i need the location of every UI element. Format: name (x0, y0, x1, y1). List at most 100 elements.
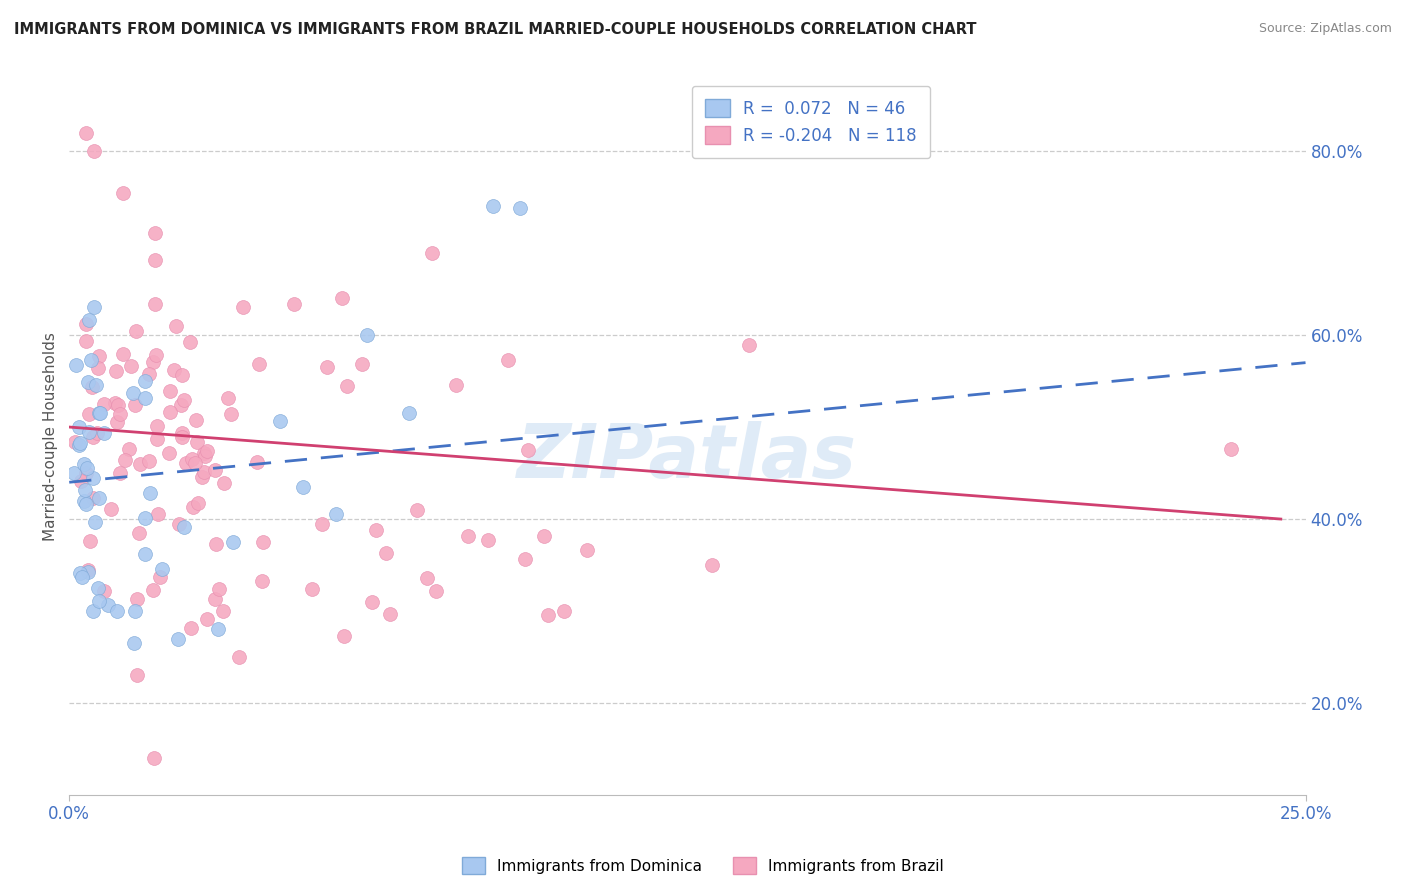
Point (89, 491, 111, 505)
Point (174, 456, 197, 470)
Point (87, 361, 110, 376)
Point (83, 301, 105, 315)
Point (444, 378, 467, 392)
Point (232, 300, 254, 314)
Point (332, 291, 354, 305)
Point (124, 324, 146, 338)
Point (143, 226, 166, 240)
Point (105, 415, 128, 429)
Point (576, 542, 599, 557)
Point (111, 186, 134, 200)
Point (75, 497, 97, 511)
Point (89, 406, 111, 420)
Point (76, 460, 98, 475)
Point (134, 374, 156, 388)
Legend: Immigrants from Dominica, Immigrants from Brazil: Immigrants from Dominica, Immigrants fro… (456, 851, 950, 880)
Point (336, 379, 359, 393)
Point (1220, 442, 1243, 456)
Point (93, 396, 115, 410)
Point (269, 414, 291, 428)
Point (122, 636, 145, 650)
Point (361, 595, 384, 609)
Point (143, 253, 166, 268)
Text: Source: ZipAtlas.com: Source: ZipAtlas.com (1258, 22, 1392, 36)
Point (146, 507, 169, 521)
Point (67, 438, 90, 452)
Point (128, 458, 150, 472)
Point (63, 466, 86, 480)
Point (79, 533, 101, 548)
Point (509, 201, 531, 215)
Point (316, 360, 339, 375)
Point (180, 621, 202, 635)
Point (83, 144, 105, 158)
Point (82, 471, 104, 485)
Point (195, 612, 218, 626)
Point (246, 455, 269, 469)
Point (193, 446, 215, 460)
Point (134, 511, 156, 525)
Point (125, 591, 148, 606)
Point (205, 537, 228, 551)
Point (108, 467, 131, 481)
Point (157, 446, 180, 460)
Point (170, 368, 193, 383)
Point (517, 442, 540, 457)
Point (416, 571, 439, 585)
Point (193, 466, 215, 480)
Point (533, 529, 555, 543)
Point (146, 432, 169, 446)
Point (105, 364, 128, 378)
Point (124, 604, 146, 618)
Point (124, 398, 146, 412)
Point (89, 594, 111, 608)
Point (138, 367, 160, 381)
Point (149, 570, 172, 584)
Point (134, 392, 156, 406)
Point (69, 436, 91, 450)
Point (111, 347, 134, 361)
Point (75, 126, 97, 140)
Point (82, 430, 104, 444)
Point (311, 517, 333, 532)
Point (138, 453, 160, 467)
Point (247, 357, 270, 371)
Point (80, 353, 103, 368)
Point (190, 470, 212, 484)
Point (195, 444, 218, 458)
Point (513, 551, 536, 566)
Point (398, 405, 420, 419)
Point (82, 604, 104, 618)
Point (118, 442, 141, 456)
Point (97, 599, 120, 613)
Point (375, 546, 398, 560)
Point (63, 434, 86, 449)
Point (169, 398, 191, 412)
Point (283, 297, 305, 311)
Point (219, 407, 242, 421)
Point (100, 501, 122, 516)
Point (67, 420, 90, 434)
Point (110, 407, 132, 421)
Point (481, 199, 503, 213)
Point (212, 604, 235, 618)
Point (212, 475, 235, 490)
Point (477, 533, 499, 547)
Point (252, 535, 274, 549)
Point (84, 516, 107, 530)
Point (457, 529, 479, 543)
Point (77, 313, 100, 327)
Point (75, 317, 97, 331)
Point (366, 523, 388, 537)
Point (145, 418, 167, 433)
Point (380, 607, 402, 621)
Point (291, 480, 314, 494)
Point (186, 435, 208, 450)
Point (86, 426, 108, 441)
Point (134, 547, 156, 561)
Point (120, 359, 142, 374)
Point (76, 563, 98, 577)
Point (406, 502, 429, 516)
Point (139, 486, 162, 500)
Point (127, 667, 149, 681)
